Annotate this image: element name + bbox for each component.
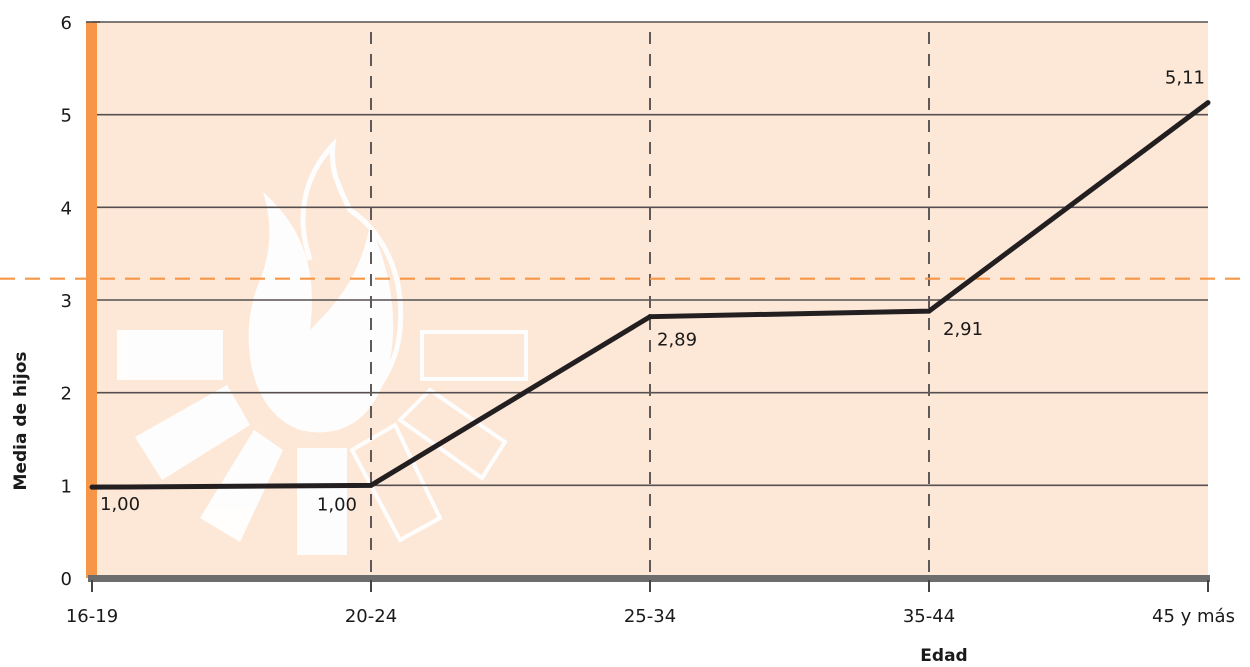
y-axis-bar bbox=[86, 22, 97, 578]
y-tick-label: 6 bbox=[61, 13, 72, 34]
data-label: 2,89 bbox=[657, 330, 697, 351]
data-labels: 1,00 1,00 2,89 2,91 5,11 bbox=[100, 68, 1205, 516]
campfire-icon bbox=[117, 137, 528, 555]
data-label: 2,91 bbox=[943, 319, 983, 340]
x-tick-label: 45 y más bbox=[1152, 606, 1235, 627]
axes bbox=[86, 21, 1210, 592]
x-tick-labels: 16-19 20-24 25-34 35-44 45 y más bbox=[66, 606, 1235, 627]
x-tick-label: 16-19 bbox=[66, 606, 118, 627]
y-tick-label: 1 bbox=[61, 476, 72, 497]
series-group bbox=[89, 100, 1211, 490]
data-label: 1,00 bbox=[100, 494, 140, 515]
x-gridlines bbox=[370, 32, 930, 578]
y-tick-label: 2 bbox=[61, 384, 72, 405]
data-label: 1,00 bbox=[317, 494, 357, 515]
y-tick-label: 0 bbox=[61, 569, 72, 590]
y-axis-title: Media de hijos bbox=[11, 351, 31, 490]
y-tick-label: 4 bbox=[61, 198, 72, 219]
x-tick-label: 25-34 bbox=[624, 606, 676, 627]
y-tick-label: 5 bbox=[61, 106, 72, 127]
x-axis-bar bbox=[88, 575, 1210, 582]
data-point bbox=[89, 484, 95, 490]
data-point bbox=[926, 308, 932, 314]
data-label: 5,11 bbox=[1165, 68, 1205, 89]
x-axis-title: Edad bbox=[920, 646, 967, 663]
data-point bbox=[368, 482, 374, 488]
y-tick-labels: 0 1 2 3 4 5 6 bbox=[61, 13, 72, 590]
y-tick-label: 3 bbox=[61, 291, 72, 312]
data-point bbox=[1205, 100, 1211, 106]
data-point bbox=[647, 314, 653, 320]
x-tick-label: 20-24 bbox=[345, 606, 397, 627]
x-tick-label: 35-44 bbox=[903, 606, 955, 627]
